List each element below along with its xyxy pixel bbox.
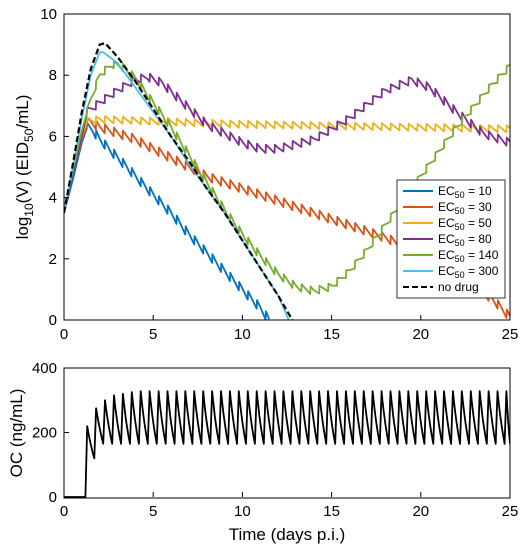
bottom-x-axis-label: Time (days p.i.) [229, 525, 346, 544]
bottom-x-tick-label: 5 [149, 503, 157, 520]
series-line [64, 72, 510, 214]
top-chart: 0 5 10 15 20 25 0 2 4 6 8 10 log10(V) (EID50/mL) EC… [13, 6, 518, 343]
top-y-axis-label: log10(V) (EID50/mL) [13, 95, 36, 240]
top-x-tick-label: 15 [323, 326, 340, 343]
bottom-x-tick-label: 25 [502, 503, 519, 520]
top-y-tick-label: 8 [49, 67, 57, 84]
bottom-axis-ticks: 0 5 10 15 20 25 0 200 400 [32, 360, 518, 520]
top-y-tick-label: 2 [49, 251, 57, 268]
bottom-x-tick-label: 20 [412, 503, 429, 520]
top-x-tick-label: 5 [149, 326, 157, 343]
top-x-tick-label: 0 [60, 326, 68, 343]
legend-label: EC50 = 10 [438, 184, 492, 200]
series-line [64, 41, 294, 320]
legend-label: EC50 = 80 [438, 232, 492, 248]
top-axis-ticks: 0 5 10 15 20 25 0 2 4 6 8 10 [40, 6, 518, 343]
bottom-y-axis-label: OC (ng/mL) [7, 389, 26, 478]
top-x-tick-label: 25 [502, 326, 519, 343]
top-series-lines [64, 41, 510, 320]
legend-label: EC50 = 30 [438, 200, 492, 216]
top-y-tick-label: 6 [49, 128, 57, 145]
series-line [64, 59, 510, 295]
top-x-tick-label: 20 [412, 326, 429, 343]
bottom-chart: 0 5 10 15 20 25 0 200 400 OC (ng/mL) Time (days … [7, 360, 518, 544]
bottom-y-tick-label: 400 [32, 360, 57, 377]
top-x-tick-label: 10 [234, 326, 251, 343]
bottom-series-lines [64, 390, 510, 498]
legend-label: EC50 = 140 [438, 248, 499, 264]
legend-label: EC50 = 50 [438, 216, 492, 232]
series-line [64, 121, 271, 320]
legend-label: no drug [438, 280, 479, 294]
top-y-tick-label: 4 [49, 190, 57, 207]
bottom-y-tick-label: 0 [49, 489, 57, 506]
oc-series-line [64, 390, 510, 498]
top-plot-frame [63, 13, 511, 321]
bottom-x-tick-label: 10 [234, 503, 251, 520]
bottom-x-tick-label: 15 [323, 503, 340, 520]
legend-label: EC50 = 300 [438, 264, 499, 280]
series-line [64, 115, 510, 214]
bottom-y-tick-label: 200 [32, 425, 57, 442]
bottom-x-tick-label: 0 [60, 503, 68, 520]
top-y-tick-label: 0 [49, 312, 57, 329]
top-y-tick-label: 10 [40, 6, 57, 23]
